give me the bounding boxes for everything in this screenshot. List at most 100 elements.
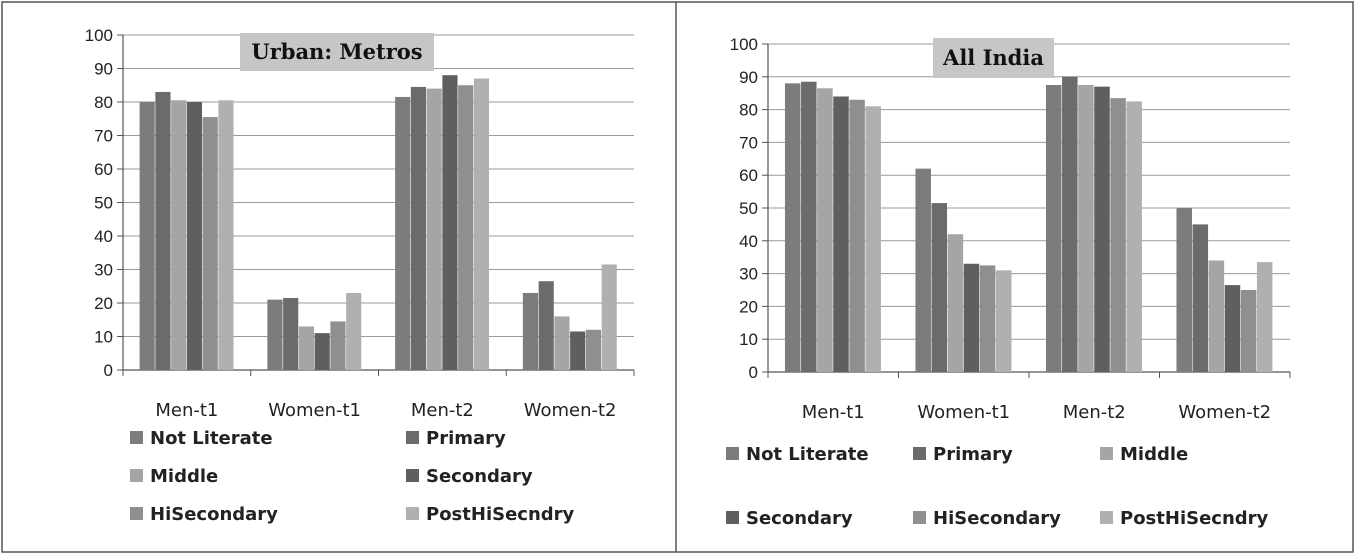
bar — [538, 281, 554, 370]
y-tick-label: 30 — [94, 261, 113, 280]
legend-label: Secondary — [426, 466, 533, 487]
bar — [931, 203, 948, 372]
y-tick-label: 80 — [94, 93, 113, 112]
bar — [330, 321, 346, 370]
bar — [1240, 290, 1257, 372]
bar — [979, 265, 996, 372]
bar — [1062, 76, 1078, 373]
bar — [833, 96, 849, 372]
bar — [410, 86, 427, 371]
y-tick-label: 60 — [94, 160, 113, 179]
y-tick-label: 80 — [739, 101, 758, 120]
bar — [585, 329, 602, 370]
y-tick-label: 90 — [739, 68, 758, 87]
chart-title-box — [240, 33, 434, 71]
legend-label: Primary — [426, 428, 506, 449]
bar — [442, 75, 458, 370]
bar — [570, 331, 586, 370]
bar — [963, 263, 980, 372]
bar — [1192, 224, 1209, 372]
legend-swatch — [406, 431, 419, 444]
bar — [314, 333, 330, 370]
bar — [1224, 285, 1241, 372]
bar — [395, 96, 411, 370]
legend-swatch — [726, 511, 739, 524]
y-tick-label: 90 — [94, 60, 113, 79]
legend-label: Primary — [933, 444, 1013, 465]
bar — [784, 83, 801, 373]
legend-swatch — [913, 511, 926, 524]
legend-swatch — [130, 507, 143, 520]
category-label: Men-t2 — [1063, 402, 1126, 423]
legend-label: Secondary — [746, 508, 853, 529]
legend-label: Middle — [150, 466, 218, 487]
legend-label: HiSecondary — [150, 504, 278, 525]
bar — [1208, 260, 1225, 372]
legend-swatch — [406, 469, 419, 482]
y-tick-label: 10 — [94, 328, 113, 347]
bar — [186, 102, 203, 370]
category-label: Women-t1 — [917, 402, 1010, 423]
bar — [801, 81, 817, 372]
bar — [458, 85, 474, 370]
category-label: Women-t2 — [524, 400, 617, 421]
legend-swatch — [130, 431, 143, 444]
bar — [947, 234, 964, 372]
category-label: Men-t1 — [802, 402, 865, 423]
bar — [283, 297, 299, 370]
legend-label: Middle — [1120, 444, 1188, 465]
bar — [1045, 85, 1062, 372]
legend-swatch — [1100, 511, 1113, 524]
bar — [865, 106, 881, 372]
bar — [915, 168, 931, 372]
legend-swatch — [406, 507, 419, 520]
category-label: Women-t2 — [1178, 402, 1271, 423]
chart-title-box — [933, 38, 1054, 78]
chart-1: 0 10 20 30 40 50 60 70 80 90 100 Men-t1 Women-t1 Men-… — [85, 26, 635, 525]
y-tick-label: 70 — [739, 133, 758, 152]
bar — [1126, 101, 1142, 373]
y-tick-label: 0 — [749, 363, 758, 382]
legend-swatch — [726, 447, 739, 460]
y-tick-label: 40 — [739, 232, 758, 251]
bar — [817, 88, 833, 372]
chart-title: All India — [942, 45, 1044, 70]
bar — [601, 264, 617, 370]
bar — [473, 78, 490, 371]
legend-label: PostHiSecndry — [1120, 508, 1269, 529]
bar — [171, 100, 187, 370]
y-tick-label: 40 — [94, 227, 113, 246]
y-tick-label: 100 — [730, 35, 758, 54]
y-tick-label: 70 — [94, 127, 113, 146]
y-tick-label: 20 — [94, 294, 113, 313]
legend-label: Not Literate — [150, 428, 273, 449]
bar — [139, 102, 155, 370]
category-label: Women-t1 — [268, 400, 361, 421]
y-tick-label: 20 — [739, 297, 758, 316]
y-tick-label: 100 — [85, 26, 113, 45]
chart-title: Urban: Metros — [251, 39, 422, 64]
bar — [346, 292, 362, 370]
bar — [554, 316, 570, 370]
y-tick-label: 30 — [739, 265, 758, 284]
bar — [1256, 262, 1273, 372]
category-label: Men-t1 — [155, 400, 218, 421]
bar — [849, 99, 865, 372]
y-tick-label: 0 — [104, 361, 113, 380]
bar — [155, 91, 171, 370]
bar — [995, 270, 1012, 372]
chart-2: 0 10 20 30 40 50 60 70 80 90 100 Men-t1 Women-t1 Men-… — [726, 35, 1291, 529]
bar — [1078, 85, 1094, 372]
legend-label: Not Literate — [746, 444, 869, 465]
y-tick-label: 50 — [94, 194, 113, 213]
legend-label: HiSecondary — [933, 508, 1061, 529]
legend-swatch — [1100, 447, 1113, 460]
y-tick-label: 60 — [739, 166, 758, 185]
legend-swatch — [130, 469, 143, 482]
legend-label: PostHiSecndry — [426, 504, 575, 525]
legend-swatch — [913, 447, 926, 460]
bar — [1176, 208, 1192, 372]
bar — [1094, 86, 1110, 372]
